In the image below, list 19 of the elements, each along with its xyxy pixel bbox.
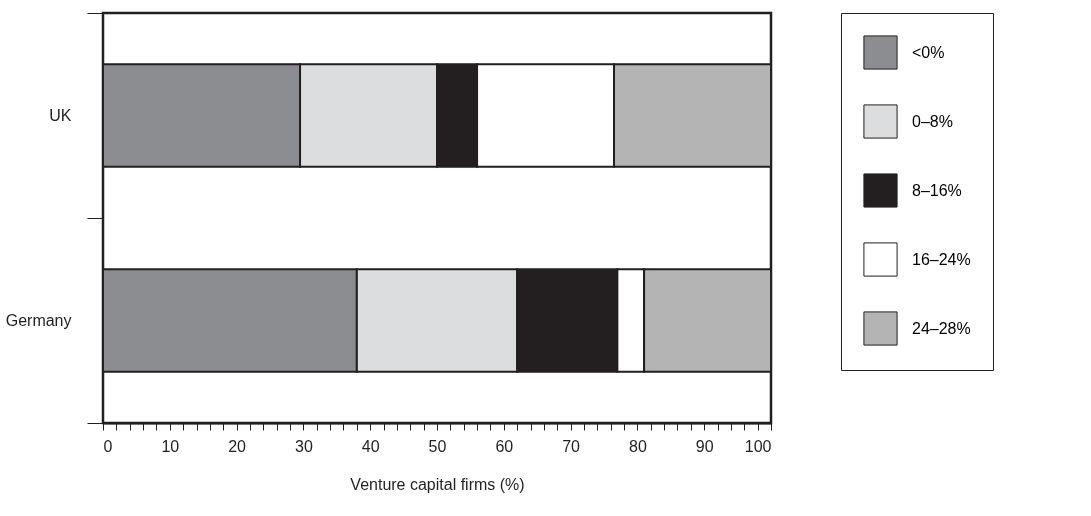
legend-label: 16–24%: [912, 250, 971, 268]
x-tick-label: 70: [562, 437, 581, 455]
x-tick-label: 80: [629, 437, 647, 455]
legend-label: 8–16%: [912, 181, 962, 199]
x-tick-label: 50: [428, 437, 447, 455]
x-tick-label: 100: [744, 437, 772, 455]
x-tick-label: 20: [228, 437, 247, 455]
x-tick-label: 40: [361, 437, 380, 455]
y-tick-label: Germany: [5, 312, 72, 329]
legend-label: 0–8%: [912, 112, 953, 130]
x-tick-label: 30: [295, 437, 313, 455]
x-tick-label: 90: [695, 437, 714, 455]
legend-label: 24–28%: [912, 319, 971, 337]
legend-label: <0%: [912, 43, 945, 61]
x-tick-label: 60: [495, 437, 514, 455]
y-tick-label: UK: [49, 107, 72, 124]
x-tick-label: 10: [161, 437, 180, 455]
x-axis-title: Venture capital firms (%): [350, 475, 525, 493]
x-tick-label: 0: [103, 437, 113, 455]
